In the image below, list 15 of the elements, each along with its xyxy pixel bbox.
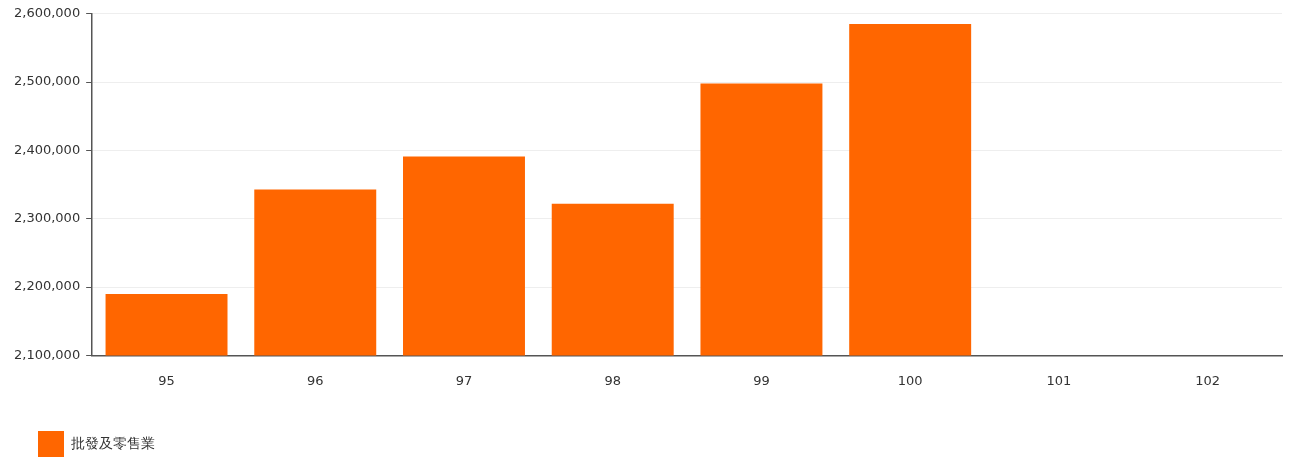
y-tick-label: 2,500,000: [13, 73, 81, 89]
y-tick-label: 2,300,000: [13, 210, 81, 226]
y-tick-label: 2,600,000: [13, 5, 81, 21]
x-tick-label: 99: [753, 372, 770, 388]
x-tick-label: 95: [158, 372, 175, 388]
x-tick-label: 101: [1046, 372, 1072, 388]
x-tick-label: 97: [455, 372, 473, 388]
y-tick-label: 2,100,000: [13, 346, 81, 362]
legend-label: 批發及零售業: [71, 434, 155, 451]
x-tick-label: 100: [897, 372, 923, 388]
x-tick-label: 102: [1195, 372, 1221, 388]
y-tick-label: 2,400,000: [13, 141, 81, 157]
y-tick-label: 2,200,000: [13, 278, 81, 294]
x-tick-label: 96: [306, 372, 324, 388]
x-tick-label: 98: [604, 372, 621, 388]
